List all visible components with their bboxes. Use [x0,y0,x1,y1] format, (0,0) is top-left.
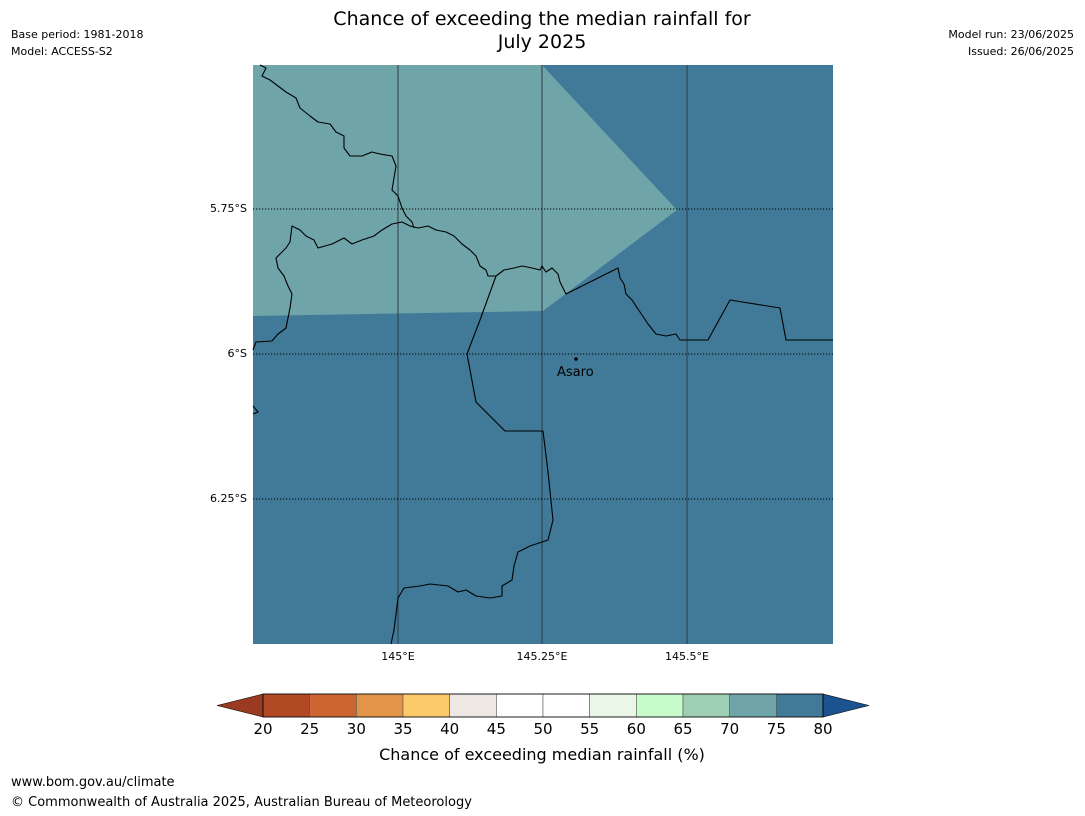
boundary-central [252,221,833,351]
map-title-line2: July 2025 [497,31,587,53]
map-title-line1: Chance of exceeding the median rainfall … [333,8,751,30]
meta-right: Model run: 23/06/2025 Issued: 26/06/2025 [948,26,1074,60]
colorbar-label: Chance of exceeding median rainfall (%) [379,745,705,764]
footer-copyright: © Commonwealth of Australia 2025, Austra… [11,795,472,810]
meta-left: Base period: 1981-2018 Model: ACCESS-S2 [11,26,143,60]
colorbar-segment [589,693,637,718]
colorbar-tick-label: 35 [393,720,413,738]
asaro-label: Asaro [557,365,594,380]
colorbar [216,693,870,718]
boundary-west-edge [252,405,259,415]
lat-label-6-25s: 6.25°S [210,492,247,505]
colorbar-segment [309,693,357,718]
asaro-marker [574,357,578,361]
colorbar-over-arrow [822,693,870,718]
lon-label-145-5e: 145.5°E [665,650,709,663]
colorbar-tick-label: 30 [346,720,366,738]
colorbar-segment [449,693,497,718]
model-text: Model: ACCESS-S2 [11,45,113,58]
colorbar-tick-label: 25 [300,720,320,738]
map-title: Chance of exceeding the median rainfall … [242,8,842,54]
lat-label-6s: 6°S [227,347,247,360]
colorbar-tick-label: 70 [720,720,740,738]
colorbar-segment [402,693,450,718]
colorbar-segment [776,693,824,718]
model-run-text: Model run: 23/06/2025 [948,28,1074,41]
colorbar-tick-label: 80 [813,720,833,738]
colorbar-segment [262,693,310,718]
colorbar-tick-label: 75 [766,720,786,738]
colorbar-tick-label: 20 [253,720,273,738]
colorbar-tick-label: 45 [486,720,506,738]
lon-label-145e: 145°E [381,650,415,663]
colorbar-tick-label: 40 [440,720,460,738]
colorbar-segment [636,693,684,718]
colorbar-outline [262,693,824,718]
colorbar-segment [682,693,730,718]
province-boundaries [252,64,833,645]
footer-url: www.bom.gov.au/climate [11,775,175,790]
colorbar-tick-label: 65 [673,720,693,738]
base-period-text: Base period: 1981-2018 [11,28,144,41]
longitude-gridlines [397,65,688,644]
map-area [253,65,833,644]
lat-label-5-75s: 5.75°S [210,202,247,215]
lon-label-145-25e: 145.25°E [516,650,568,663]
colorbar-tick-label: 50 [533,720,553,738]
boundary-south [390,275,554,645]
colorbar-under-arrow [216,693,264,718]
colorbar-segment [496,693,544,718]
upper-probability-region [253,65,677,316]
colorbar-tick-label: 60 [626,720,646,738]
colorbar-tick-label: 55 [580,720,600,738]
colorbar-segment [729,693,777,718]
boundary-north-west [259,64,415,229]
issued-text: Issued: 26/06/2025 [967,45,1074,58]
colorbar-segment [542,693,590,718]
latitude-gridlines [253,208,833,500]
colorbar-segment [356,693,404,718]
